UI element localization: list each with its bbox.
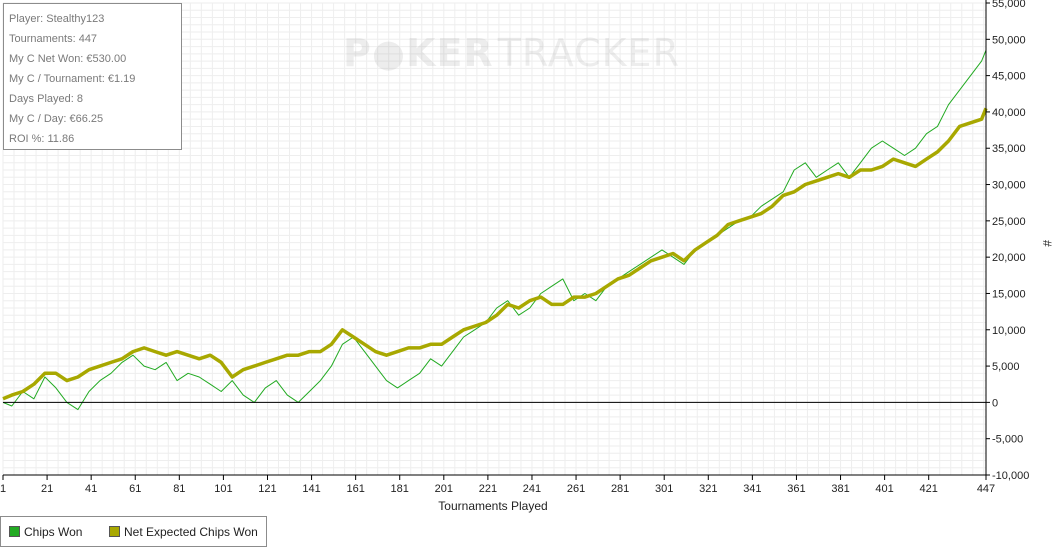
axes	[2, 0, 990, 480]
series-line-chips-won	[2, 50, 987, 411]
y-tick-label: 20,000	[992, 252, 1026, 264]
y-axis-title: #	[1040, 240, 1053, 247]
x-tick-label: 161	[346, 483, 364, 495]
y-tick-label: -10,000	[992, 470, 1029, 482]
stat-tournaments: Tournaments: 447	[9, 33, 98, 45]
x-tick-label: 181	[391, 483, 409, 495]
stat-roi: ROI %: 11.86	[9, 133, 75, 145]
stat-net-won: My C Net Won: €530.00	[9, 53, 127, 65]
watermark-p: P	[343, 31, 372, 75]
legend-item-net-expected[interactable]: Net Expected Chips Won	[109, 525, 258, 539]
x-tick-label: 241	[523, 483, 541, 495]
stat-per-tournament: My C / Tournament: €1.19	[9, 73, 136, 85]
x-tick-label: 401	[875, 483, 893, 495]
y-tick-label: 55,000	[992, 0, 1026, 10]
x-tick-label: 447	[977, 483, 995, 495]
y-tick-label: 45,000	[992, 71, 1026, 83]
stat-days-played: Days Played: 8	[9, 93, 83, 105]
y-tick-label: 0	[992, 397, 998, 409]
x-tick-label: 81	[173, 483, 185, 495]
x-tick-label: 1	[0, 483, 6, 495]
player-stats-box: Player: Stealthy123 Tournaments: 447 My …	[3, 3, 182, 150]
x-tick-label: 321	[699, 483, 717, 495]
legend-label-chips-won: Chips Won	[24, 525, 83, 539]
x-axis-title: Tournaments Played	[438, 499, 547, 513]
y-tick-label: 15,000	[992, 288, 1026, 300]
y-tick-label: -5,000	[992, 434, 1023, 446]
pokertracker-watermark: P●KER TRACKER	[343, 31, 680, 75]
x-tick-label: 261	[567, 483, 585, 495]
y-tick-label: 25,000	[992, 216, 1026, 228]
y-tick-label: 40,000	[992, 107, 1026, 119]
watermark-tracker: TRACKER	[497, 31, 680, 75]
x-tick-label: 101	[214, 483, 232, 495]
x-tick-label: 141	[302, 483, 320, 495]
watermark-chip-icon: ●	[372, 31, 406, 75]
x-tick-label: 341	[743, 483, 761, 495]
stat-per-day: My C / Day: €66.25	[9, 113, 104, 125]
stat-player: Player: Stealthy123	[9, 13, 105, 25]
legend-label-net-expected: Net Expected Chips Won	[124, 525, 258, 539]
x-tick-label: 361	[787, 483, 805, 495]
grid-lines	[2, 2, 986, 476]
x-tick-label: 121	[258, 483, 276, 495]
legend-swatch-chips-won	[9, 526, 20, 537]
y-tick-label: 35,000	[992, 143, 1026, 155]
series-lines	[2, 50, 988, 411]
x-tick-label: 201	[435, 483, 453, 495]
y-tick-label: 10,000	[992, 325, 1026, 337]
x-tick-label: 301	[655, 483, 673, 495]
watermark-ker: KER	[406, 31, 494, 75]
y-tick-label: 50,000	[992, 34, 1026, 46]
x-tick-label: 421	[920, 483, 938, 495]
x-tick-label: 381	[831, 483, 849, 495]
y-tick-labels: -10,000 -5,000 0 5,000 10,000 15,000 20,000 25,…	[992, 0, 1029, 482]
x-tick-label: 221	[479, 483, 497, 495]
x-tick-label: 61	[129, 483, 141, 495]
x-tick-label: 281	[611, 483, 629, 495]
x-tick-label: 21	[41, 483, 53, 495]
chart-legend: Chips Won Net Expected Chips Won	[0, 516, 267, 547]
legend-item-chips-won[interactable]: Chips Won	[9, 525, 82, 539]
y-tick-label: 5,000	[992, 361, 1020, 373]
legend-swatch-net-expected	[109, 526, 120, 537]
x-tick-labels: 1 21 41 61 81 101 121 141 161 181 201 221 241 261 281 3…	[0, 483, 995, 495]
series-line-net-expected	[2, 107, 988, 401]
x-tick-label: 41	[85, 483, 97, 495]
y-tick-label: 30,000	[992, 180, 1026, 192]
